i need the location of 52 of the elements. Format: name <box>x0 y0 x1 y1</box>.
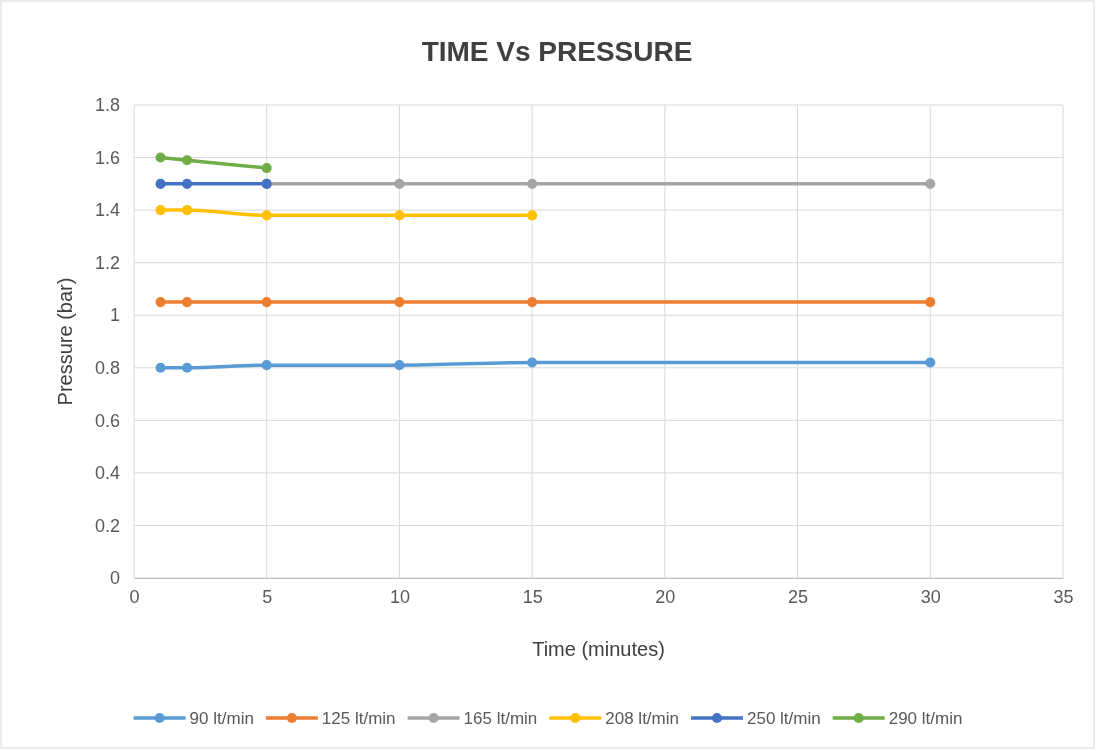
point <box>925 357 936 368</box>
point <box>182 362 193 373</box>
point <box>155 362 166 373</box>
point <box>394 297 405 308</box>
y-tick-label: 1.8 <box>94 95 120 116</box>
y-tick-label: 0.2 <box>94 515 120 536</box>
point <box>527 210 538 221</box>
point <box>261 360 272 371</box>
x-tick-label: 15 <box>522 586 543 607</box>
x-tick-label: 5 <box>262 586 273 607</box>
y-tick-label: 1.6 <box>94 147 120 168</box>
x-tick-label: 10 <box>389 586 410 607</box>
y-tick-label: 1.4 <box>94 200 120 221</box>
point <box>155 178 166 189</box>
y-axis-title: Pressure (bar) <box>54 277 76 406</box>
point <box>527 297 538 308</box>
x-tick-label: 0 <box>129 586 140 607</box>
point <box>527 178 538 189</box>
point <box>182 178 193 189</box>
legend-label: 208 lt/min <box>605 709 679 728</box>
point <box>261 297 272 308</box>
point <box>182 205 193 216</box>
y-tick-label: 0.4 <box>94 463 120 484</box>
x-tick-label: 35 <box>1053 586 1074 607</box>
legend-label: 165 lt/min <box>463 709 538 728</box>
legend-label: 250 lt/min <box>746 709 821 728</box>
legend-label: 125 lt/min <box>321 709 396 728</box>
point <box>925 297 936 308</box>
point <box>394 178 405 189</box>
point <box>182 297 193 308</box>
legend-label: 90 lt/min <box>189 709 254 728</box>
x-axis-title: Time (minutes) <box>532 638 665 660</box>
y-tick-label: 1.2 <box>94 252 120 273</box>
x-tick-label: 30 <box>920 586 941 607</box>
x-tick-label: 25 <box>788 586 809 607</box>
point <box>261 163 272 174</box>
point <box>261 210 272 221</box>
point <box>394 360 405 371</box>
legend-label: 290 lt/min <box>888 709 963 728</box>
point <box>155 152 166 163</box>
chart-title: TIME Vs PRESSURE <box>421 36 693 67</box>
point <box>527 357 538 368</box>
point <box>394 210 405 221</box>
point <box>155 297 166 308</box>
point <box>925 178 936 189</box>
y-tick-label: 0 <box>109 568 120 589</box>
point <box>182 155 193 166</box>
y-tick-label: 0.8 <box>94 358 120 379</box>
point <box>155 205 166 216</box>
x-tick-label: 20 <box>655 586 676 607</box>
y-tick-label: 1 <box>109 305 120 326</box>
y-tick-label: 0.6 <box>94 410 120 431</box>
